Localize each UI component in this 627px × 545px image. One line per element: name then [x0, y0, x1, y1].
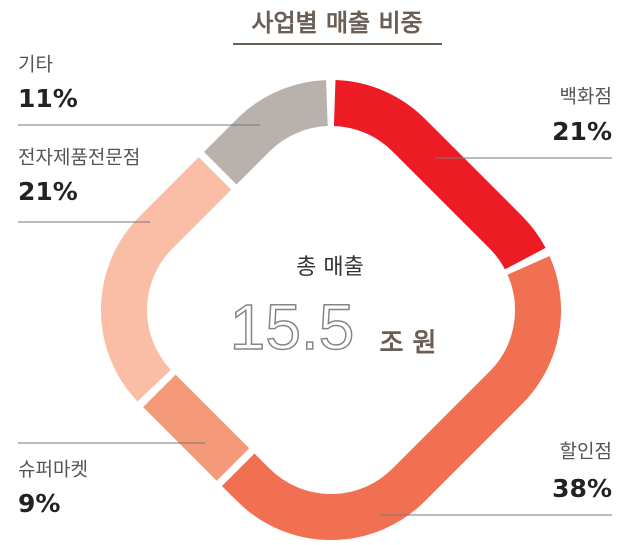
value-label: 11%: [18, 84, 78, 113]
value-label: 38%: [552, 474, 612, 503]
donut-segment: [101, 79, 561, 540]
total: 15.5: [230, 291, 355, 363]
category-label: 백화점: [560, 86, 612, 108]
chart-title: 사업별 매출 비중: [251, 9, 422, 37]
donut-segment: [101, 79, 561, 540]
category-label: 기타: [18, 54, 53, 76]
total-unit: 조 원: [380, 329, 437, 359]
category-label: 슈퍼마켓: [18, 459, 88, 481]
center-label: 총 매출: [296, 255, 364, 280]
value-label: 21%: [18, 177, 78, 206]
donut-segment: [101, 79, 561, 540]
category-label: 할인점: [560, 441, 612, 463]
value-label: 9%: [18, 489, 60, 518]
value-label: 21%: [552, 117, 612, 146]
category-label: 전자제품전문점: [18, 147, 140, 169]
